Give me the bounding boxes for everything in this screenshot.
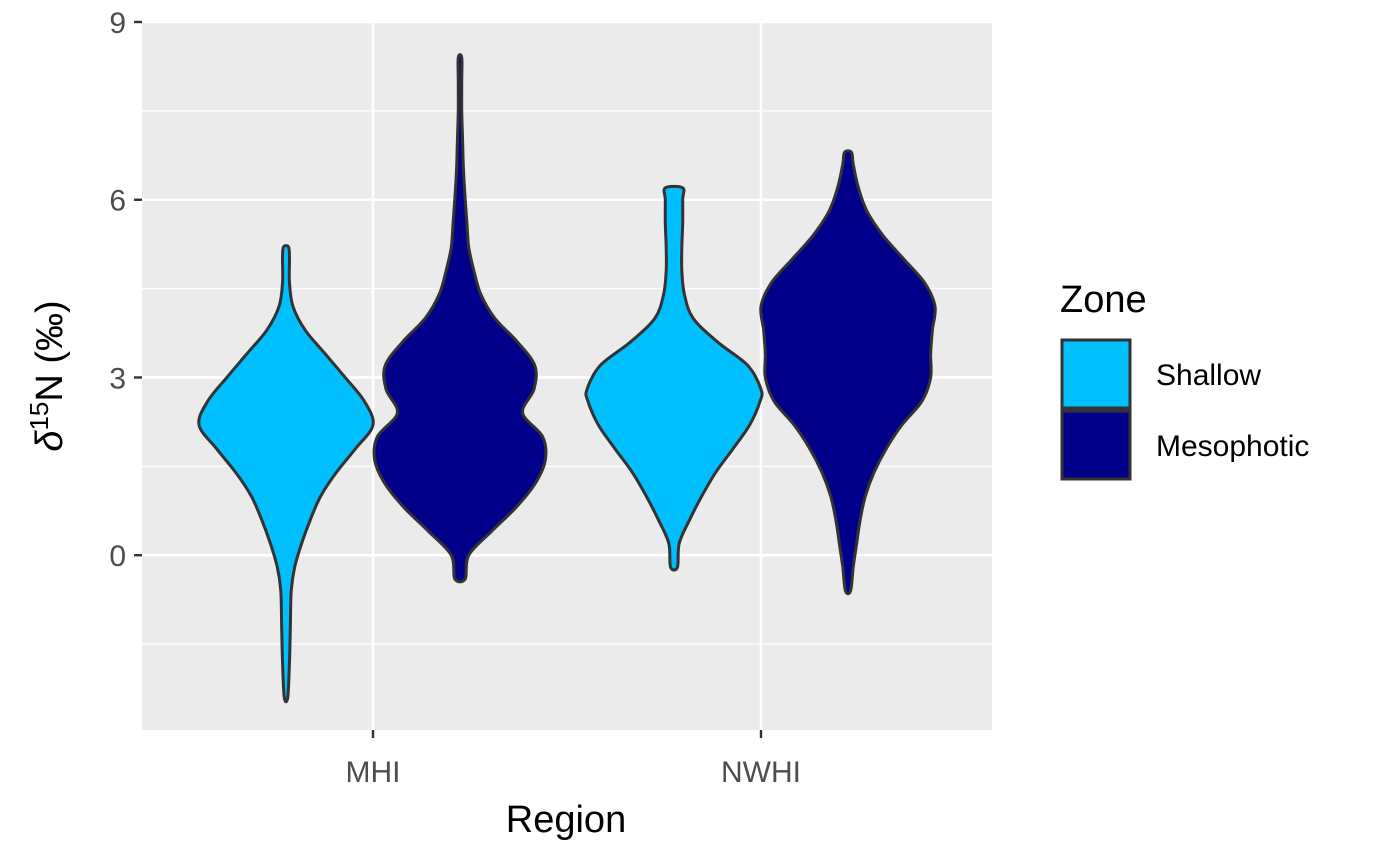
legend-label-shallow: Shallow (1156, 359, 1261, 392)
violin-mesophotic-mhi (372, 53, 548, 584)
y-axis-title-superscript: 15 (24, 402, 54, 431)
x-axis: MHI NWHI (346, 730, 801, 789)
violins (197, 53, 937, 704)
y-tick-label: 9 (109, 7, 126, 40)
y-axis-title: δ15N (‰) (24, 300, 71, 451)
legend-key-mesophotic (1060, 409, 1132, 481)
legend-key-shallow (1060, 338, 1132, 410)
legend-title: Zone (1060, 279, 1147, 321)
violin-shallow-nwhi (584, 184, 764, 572)
legend: Zone Shallow Mesophotic (1060, 279, 1309, 481)
y-tick-label: 0 (109, 540, 126, 573)
legend-label-mesophotic: Mesophotic (1156, 430, 1309, 463)
violin-mesophotic-nwhi (759, 149, 937, 596)
y-tick-label: 6 (109, 185, 126, 218)
x-tick-label: NWHI (721, 756, 801, 789)
x-tick-label: MHI (346, 756, 401, 789)
x-axis-title: Region (506, 799, 626, 841)
y-axis-title-suffix: N (‰) (29, 300, 71, 401)
violin-shallow-mhi (197, 244, 375, 704)
y-tick-label: 3 (109, 362, 126, 395)
y-axis-title-prefix: δ (29, 430, 71, 452)
y-axis: 0 3 6 9 (109, 7, 142, 573)
